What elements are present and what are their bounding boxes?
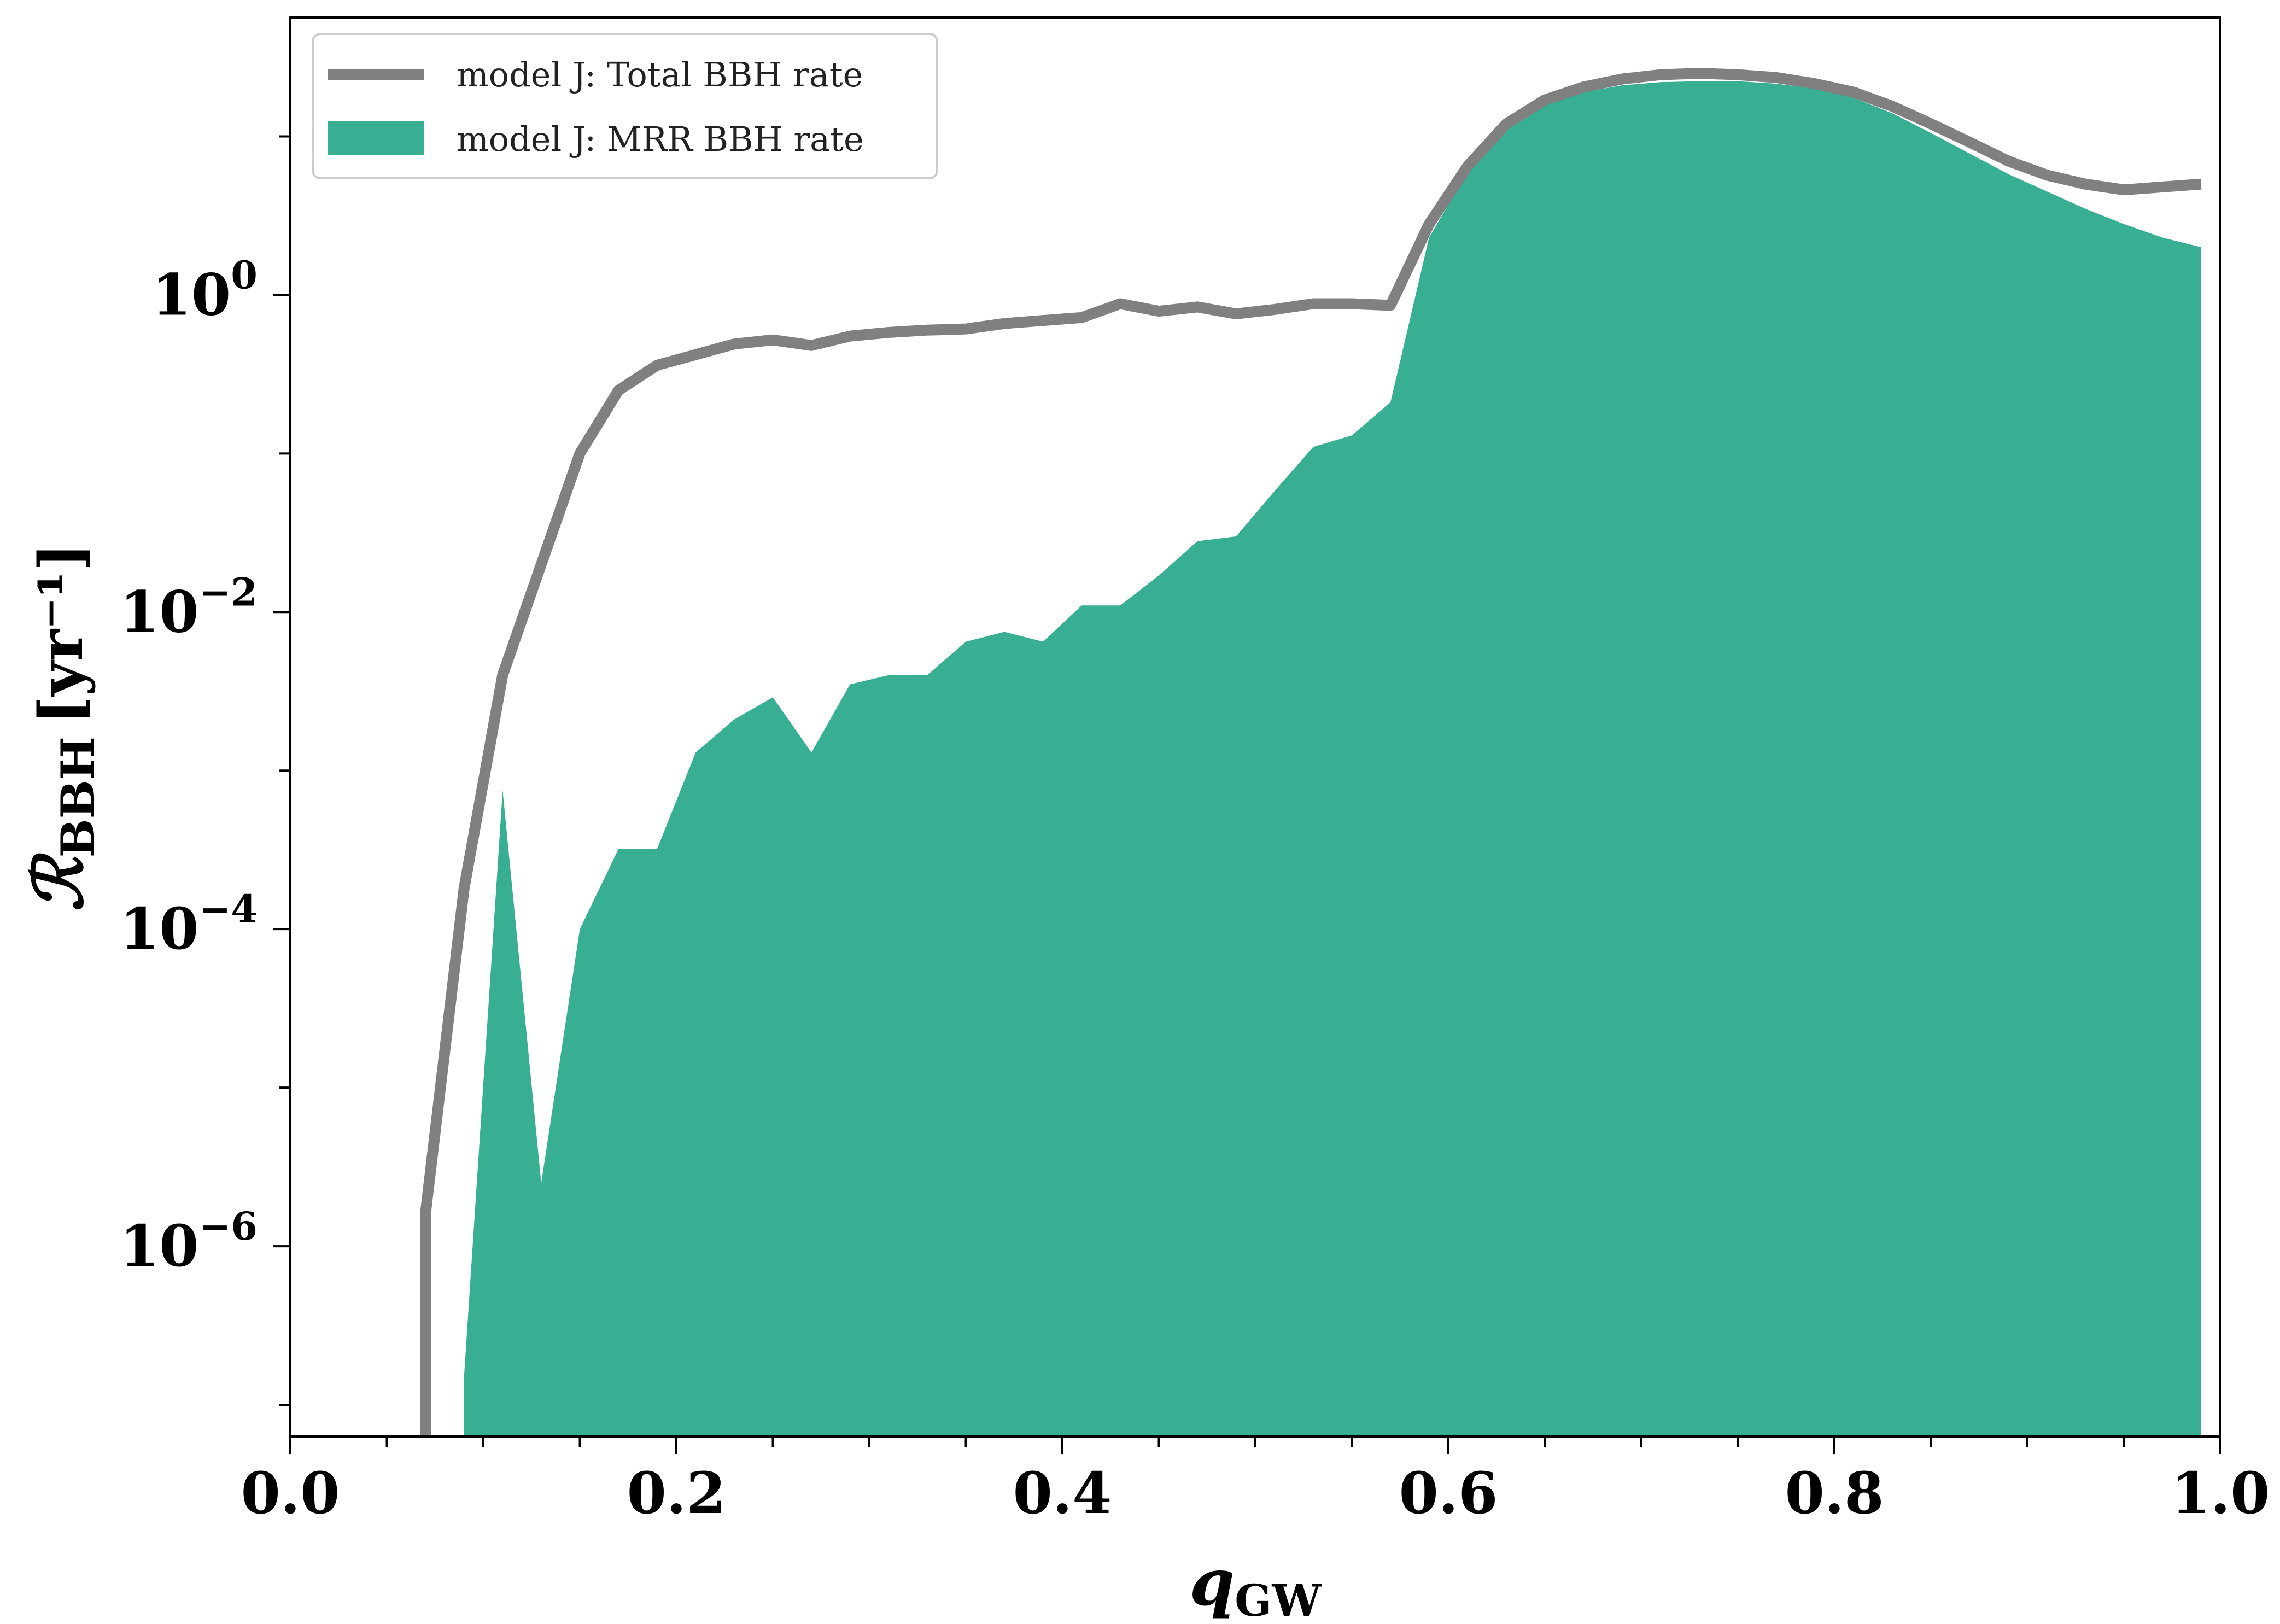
series-group: [420, 68, 2202, 1436]
y-axis-label-unit: [yr⁻¹]: [26, 543, 96, 725]
y-axis-label: ℛBBH [yr⁻¹]: [19, 543, 105, 912]
legend-label-mrr: model J: MRR BBH rate: [457, 119, 864, 159]
plot-area: [420, 68, 2202, 1436]
y-tick-label-base: 10: [152, 261, 231, 328]
x-axis-label: qGW: [1190, 1544, 1322, 1624]
x-tick-label: 1.0: [2171, 1459, 2270, 1527]
y-tick-label: 10−2: [120, 569, 258, 645]
legend-swatch-mrr: [328, 121, 424, 155]
x-tick-label: 0.0: [241, 1459, 340, 1527]
legend: model J: Total BBH rate model J: MRR BBH…: [312, 33, 938, 179]
x-tick-label: 0.4: [1013, 1459, 1112, 1527]
y-axis-label-sub: BBH: [51, 737, 105, 857]
y-tick-label: 100: [152, 252, 258, 328]
series-line-total: [420, 68, 2202, 1436]
legend-label-total: model J: Total BBH rate: [457, 55, 863, 95]
y-tick-label: 10−4: [120, 886, 258, 962]
legend-box: [312, 33, 938, 179]
x-axis-label-sub: GW: [1235, 1575, 1322, 1624]
y-tick-label-exponent: −2: [199, 569, 258, 615]
y-tick-label-exponent: 0: [231, 252, 258, 297]
y-tick-label-base: 10: [120, 895, 199, 962]
y-tick-label-exponent: −4: [199, 886, 258, 932]
y-tick-label: 10−6: [120, 1204, 258, 1280]
y-tick-label-base: 10: [120, 1212, 199, 1280]
x-tick-label: 0.2: [627, 1459, 726, 1527]
x-tick-label: 0.8: [1785, 1459, 1884, 1527]
x-axis: 0.0 0.2 0.4 0.6 0.8 1.0: [241, 1436, 2270, 1527]
y-tick-label-exponent: −6: [199, 1204, 258, 1249]
x-tick-label: 0.6: [1399, 1459, 1498, 1527]
series-area-mrr: [464, 81, 2201, 1436]
x-axis-label-main: q: [1190, 1544, 1235, 1620]
y-tick-label-base: 10: [120, 578, 199, 645]
y-axis-label-main: ℛ: [19, 852, 98, 912]
